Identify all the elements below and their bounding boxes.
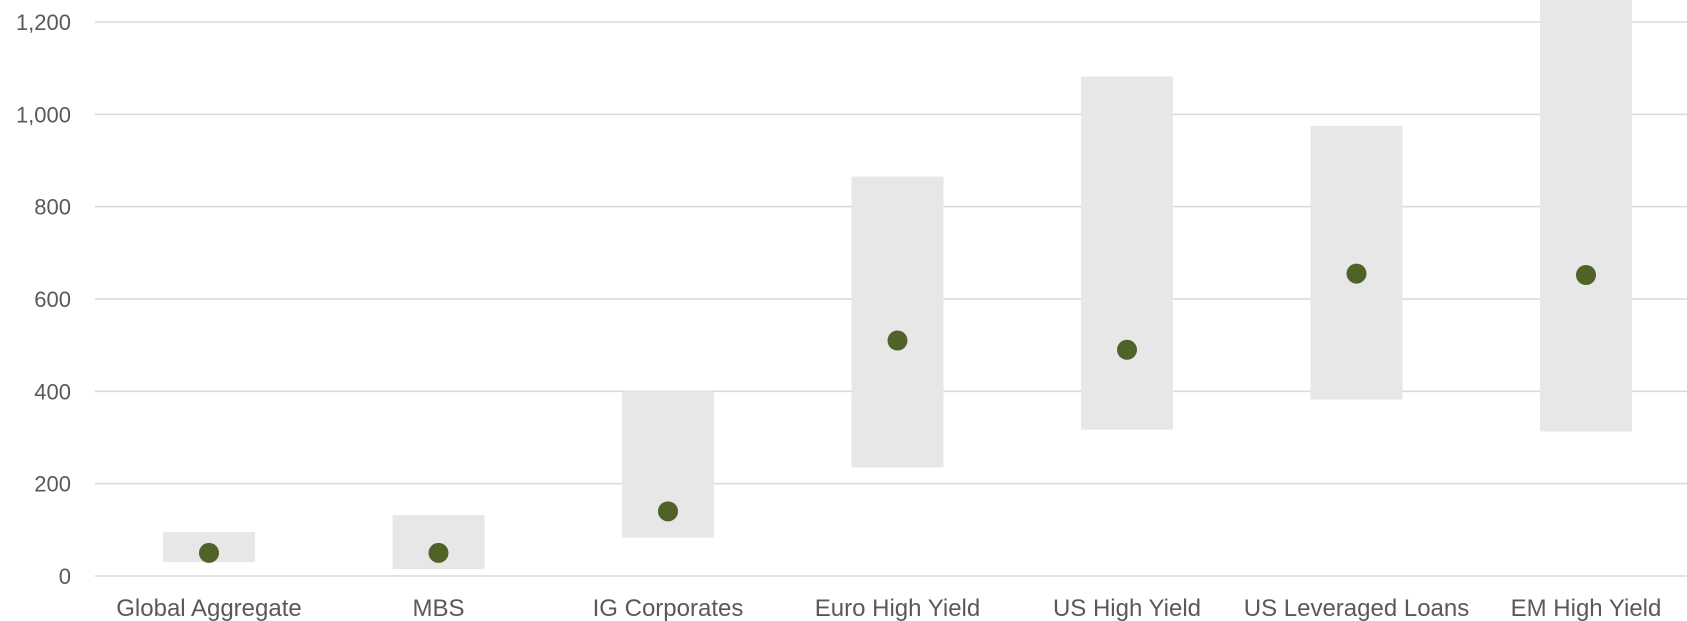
data-point — [428, 542, 449, 563]
x-tick-label: US Leveraged Loans — [1244, 595, 1470, 621]
y-axis: 0 200 400 600 800 1,000 1,200 — [16, 10, 71, 589]
x-tick-label: US High Yield — [1053, 595, 1201, 621]
range-bars — [163, 0, 1632, 570]
markers — [199, 263, 1596, 563]
x-tick-label: MBS — [412, 595, 464, 621]
data-point — [199, 542, 219, 563]
x-tick-label: Global Aggregate — [116, 595, 301, 621]
y-tick-label: 400 — [34, 379, 71, 404]
x-tick-label: Euro High Yield — [815, 595, 980, 621]
range-bar — [1081, 76, 1173, 430]
range-bar — [1310, 125, 1403, 400]
data-point — [1346, 263, 1367, 284]
data-point — [658, 501, 678, 522]
range-bar — [1540, 0, 1632, 432]
y-tick-label: 200 — [34, 472, 71, 497]
y-tick-label: 600 — [34, 287, 71, 312]
range-bar — [851, 176, 944, 468]
x-tick-label: EM High Yield — [1511, 595, 1662, 621]
data-point — [1117, 339, 1137, 360]
x-axis: Global Aggregate MBS IG Corporates Euro Hig… — [116, 595, 1661, 621]
data-point — [1576, 264, 1596, 285]
y-tick-label: 0 — [59, 564, 71, 589]
y-tick-label: 800 — [34, 195, 71, 220]
data-point — [887, 330, 908, 351]
x-tick-label: IG Corporates — [593, 595, 744, 621]
y-tick-label: 1,200 — [16, 10, 71, 35]
y-tick-label: 1,000 — [16, 102, 71, 127]
